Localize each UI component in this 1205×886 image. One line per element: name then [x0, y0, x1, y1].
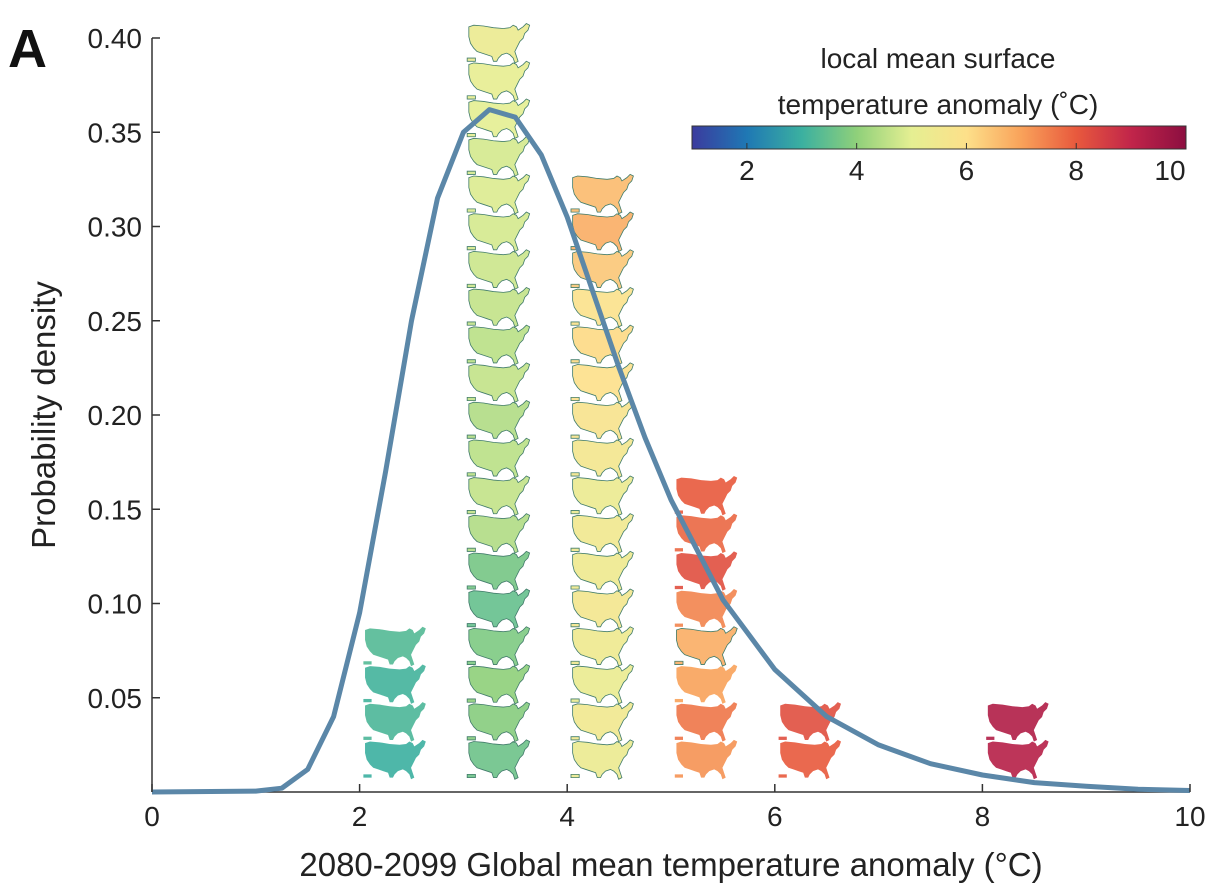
map-inset [570, 513, 634, 554]
map-inset [466, 324, 531, 366]
map-inset [466, 173, 531, 215]
map-inset [466, 249, 531, 290]
x-tick-label: 4 [559, 801, 575, 832]
panel-label: A [8, 19, 47, 79]
y-tick-label: 0.20 [88, 400, 143, 431]
map-inset [570, 701, 634, 743]
map-inset [466, 136, 531, 177]
colorbar-title-line1: local mean surface [820, 43, 1055, 74]
map-inset [570, 173, 634, 215]
map-inset [570, 739, 634, 780]
x-tick-label: 8 [975, 801, 991, 832]
map-inset [570, 626, 634, 667]
map-inset [466, 23, 531, 64]
y-tick-label: 0.25 [88, 306, 143, 337]
map-inset [674, 702, 738, 742]
colorbar-tick-label: 6 [959, 155, 975, 186]
colorbar-tick-label: 8 [1068, 155, 1084, 186]
colorbar-tick-label: 2 [739, 155, 755, 186]
colorbar-title-line2: temperature anomaly (˚C) [778, 89, 1099, 120]
map-inset [986, 702, 1049, 742]
map-inset [466, 626, 531, 667]
y-tick-label: 0.10 [88, 589, 143, 620]
density-line [151, 107, 1191, 795]
map-inset [778, 739, 842, 780]
y-tick-label: 0.15 [88, 494, 143, 525]
y-axis-label: Probability density [25, 281, 62, 549]
x-axis-label: 2080-2099 Global mean temperature anomal… [299, 846, 1042, 883]
map-inset [466, 475, 531, 516]
y-ticks: 0.05 0.10 0.15 0.20 0.25 0.30 0.35 0.40 [88, 23, 160, 714]
map-inset [570, 475, 634, 516]
axes [151, 38, 1190, 793]
x-tick-label: 6 [767, 801, 783, 832]
map-inset [570, 324, 634, 366]
colorbar: local mean surface temperature anomaly (… [691, 43, 1187, 186]
x-tick-label: 10 [1174, 801, 1205, 832]
map-inset [570, 400, 634, 441]
map-inset [363, 626, 426, 667]
x-tick-label: 2 [352, 801, 368, 832]
map-inset [674, 513, 738, 554]
map-inset [466, 588, 531, 629]
map-inset [466, 739, 531, 780]
y-tick-label: 0.35 [88, 117, 143, 148]
colorbar-ticks: 2 4 6 8 10 [739, 143, 1187, 186]
map-inset [570, 437, 634, 479]
map-inset [466, 701, 531, 743]
map-inset [674, 664, 738, 704]
y-tick-label: 0.05 [88, 683, 143, 714]
map-inset [363, 739, 426, 780]
map-inset [570, 211, 634, 252]
map-inset [466, 550, 531, 592]
colorbar-tick-label: 4 [849, 155, 865, 186]
map-inset [674, 626, 738, 667]
map-inset [466, 663, 531, 705]
map-inset [466, 513, 531, 554]
map-inset [466, 362, 531, 403]
y-tick-label: 0.40 [88, 23, 143, 54]
x-ticks: 0 2 4 6 8 10 [144, 784, 1205, 832]
colorbar-tick-label: 10 [1154, 155, 1185, 186]
map-inset [570, 663, 634, 705]
x-tick-label: 0 [144, 801, 160, 832]
y-tick-label: 0.30 [88, 212, 143, 243]
map-inset [466, 437, 531, 479]
density-curve [151, 107, 1191, 795]
map-inset [674, 739, 738, 780]
map-inset [466, 211, 531, 252]
map-inset [363, 664, 426, 704]
map-inset [570, 588, 634, 629]
map-inset [570, 550, 634, 592]
map-inset [986, 739, 1049, 780]
map-inset [674, 475, 738, 516]
colorbar-rect [691, 125, 1187, 150]
map-inset [466, 286, 531, 328]
map-inset [363, 702, 426, 742]
map-inset [466, 60, 531, 102]
map-inset [466, 400, 531, 441]
